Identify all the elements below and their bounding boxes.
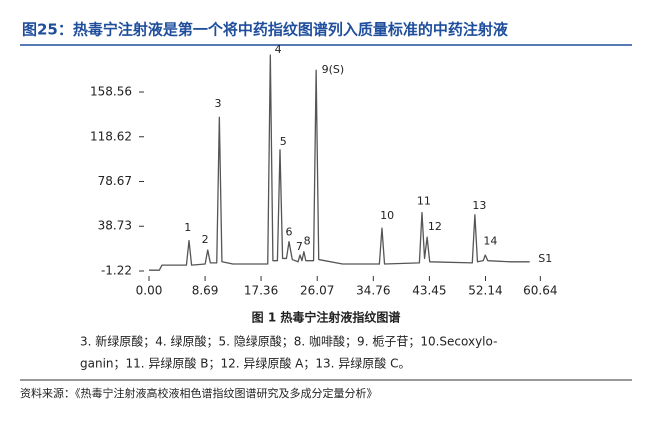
peak-label: S1 (538, 252, 552, 265)
peak-label: 4 (275, 43, 282, 56)
figure-caption: 图 1 热毒宁注射液指纹图谱 (252, 310, 401, 325)
y-tick-label: 118.62 (90, 129, 132, 143)
x-tick-label: 0.00 (136, 284, 163, 298)
peak-label: 3 (215, 97, 222, 110)
peak-label: 10 (380, 209, 394, 222)
x-tick-label: 34.76 (356, 284, 390, 298)
x-tick-label: 52.14 (468, 284, 502, 298)
peak-label: 11 (417, 194, 431, 207)
x-tick-label: 8.69 (192, 284, 219, 298)
peak-label: 2 (202, 233, 209, 246)
y-tick-label: 158.56 (90, 85, 132, 99)
peak-label: 7 (296, 240, 303, 253)
peak-label: 12 (428, 220, 442, 233)
y-tick-label: -1.22 (101, 264, 132, 278)
peak-label: 5 (280, 135, 287, 148)
x-tick-label: 17.36 (244, 284, 278, 298)
peak-label: 14 (483, 235, 497, 248)
chromatogram-line (149, 54, 530, 271)
note-line: ganin；11. 异绿原酸 B；12. 异绿原酸 A；13. 异绿原酸 C。 (80, 356, 410, 371)
y-tick-label: 38.73 (98, 219, 132, 233)
peak-label: 8 (304, 235, 311, 248)
peak-label: 13 (472, 199, 486, 212)
chart-title: 图25：热毒宁注射液是第一个将中药指纹图谱列入质量标准的中药注射液 (22, 21, 509, 39)
x-tick-label: 60.64 (523, 284, 557, 298)
y-tick-label: 78.67 (98, 174, 132, 188)
note-line: 3. 新绿原酸；4. 绿原酸；5. 隐绿原酸；8. 咖啡酸；9. 栀子苷；10.… (80, 334, 497, 349)
x-tick-label: 43.45 (412, 284, 446, 298)
peak-label: 6 (286, 226, 293, 239)
source: 资料来源：《热毒宁注射液高校液相色谱指纹图谱研究及多成分定量分析》 (20, 386, 378, 400)
x-tick-label: 26.07 (300, 284, 334, 298)
peak-label: 9(S) (322, 63, 345, 76)
peak-label: 1 (184, 221, 191, 234)
